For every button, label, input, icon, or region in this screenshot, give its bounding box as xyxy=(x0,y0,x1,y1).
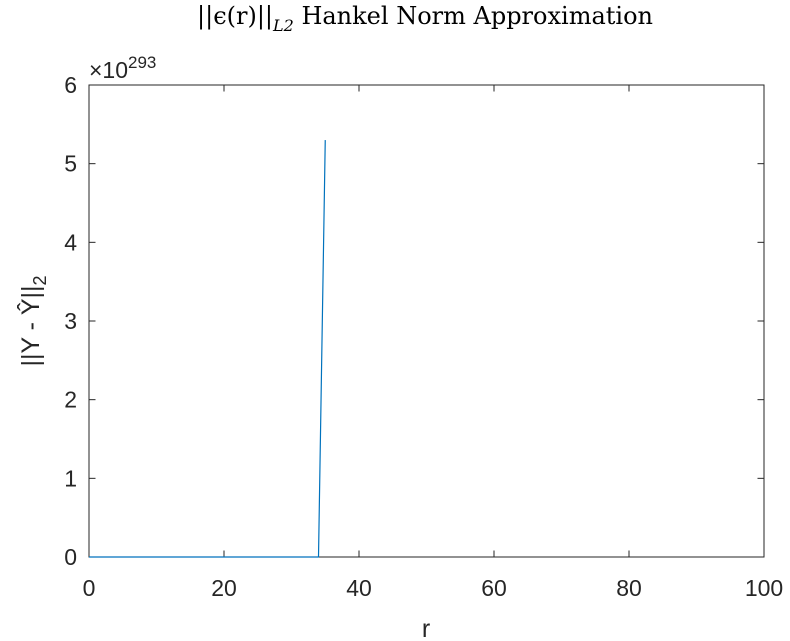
x-tick-label: 0 xyxy=(83,575,96,601)
axes-box xyxy=(88,84,765,558)
plot-area xyxy=(88,84,765,558)
series-line xyxy=(89,140,326,558)
axis-ticks xyxy=(88,84,765,558)
x-tick-labels: 0 20 40 60 80 100 xyxy=(83,575,784,601)
y-tick-label: 6 xyxy=(64,72,77,98)
y-tick-label: 5 xyxy=(64,151,77,177)
y-tick-label: 3 xyxy=(64,308,77,334)
chart-title: ||ϵ(r)||L2 Hankel Norm Approximation xyxy=(197,2,653,35)
x-tick-label: 100 xyxy=(745,575,783,601)
y-tick-label: 0 xyxy=(64,544,77,570)
y-tick-label: 2 xyxy=(64,387,77,413)
x-tick-label: 80 xyxy=(616,575,642,601)
x-tick-label: 40 xyxy=(346,575,372,601)
y-axis-exponent: ×10293 xyxy=(89,53,156,83)
x-axis-label: r xyxy=(422,615,430,641)
y-axis-label: ||Y - Ŷ||2 xyxy=(16,275,50,366)
x-tick-label: 60 xyxy=(481,575,507,601)
series-layer xyxy=(89,140,326,558)
y-tick-label: 1 xyxy=(64,465,77,491)
y-tick-label: 4 xyxy=(64,229,77,255)
y-tick-labels: 0 1 2 3 4 5 6 xyxy=(64,72,77,570)
x-tick-label: 20 xyxy=(211,575,237,601)
